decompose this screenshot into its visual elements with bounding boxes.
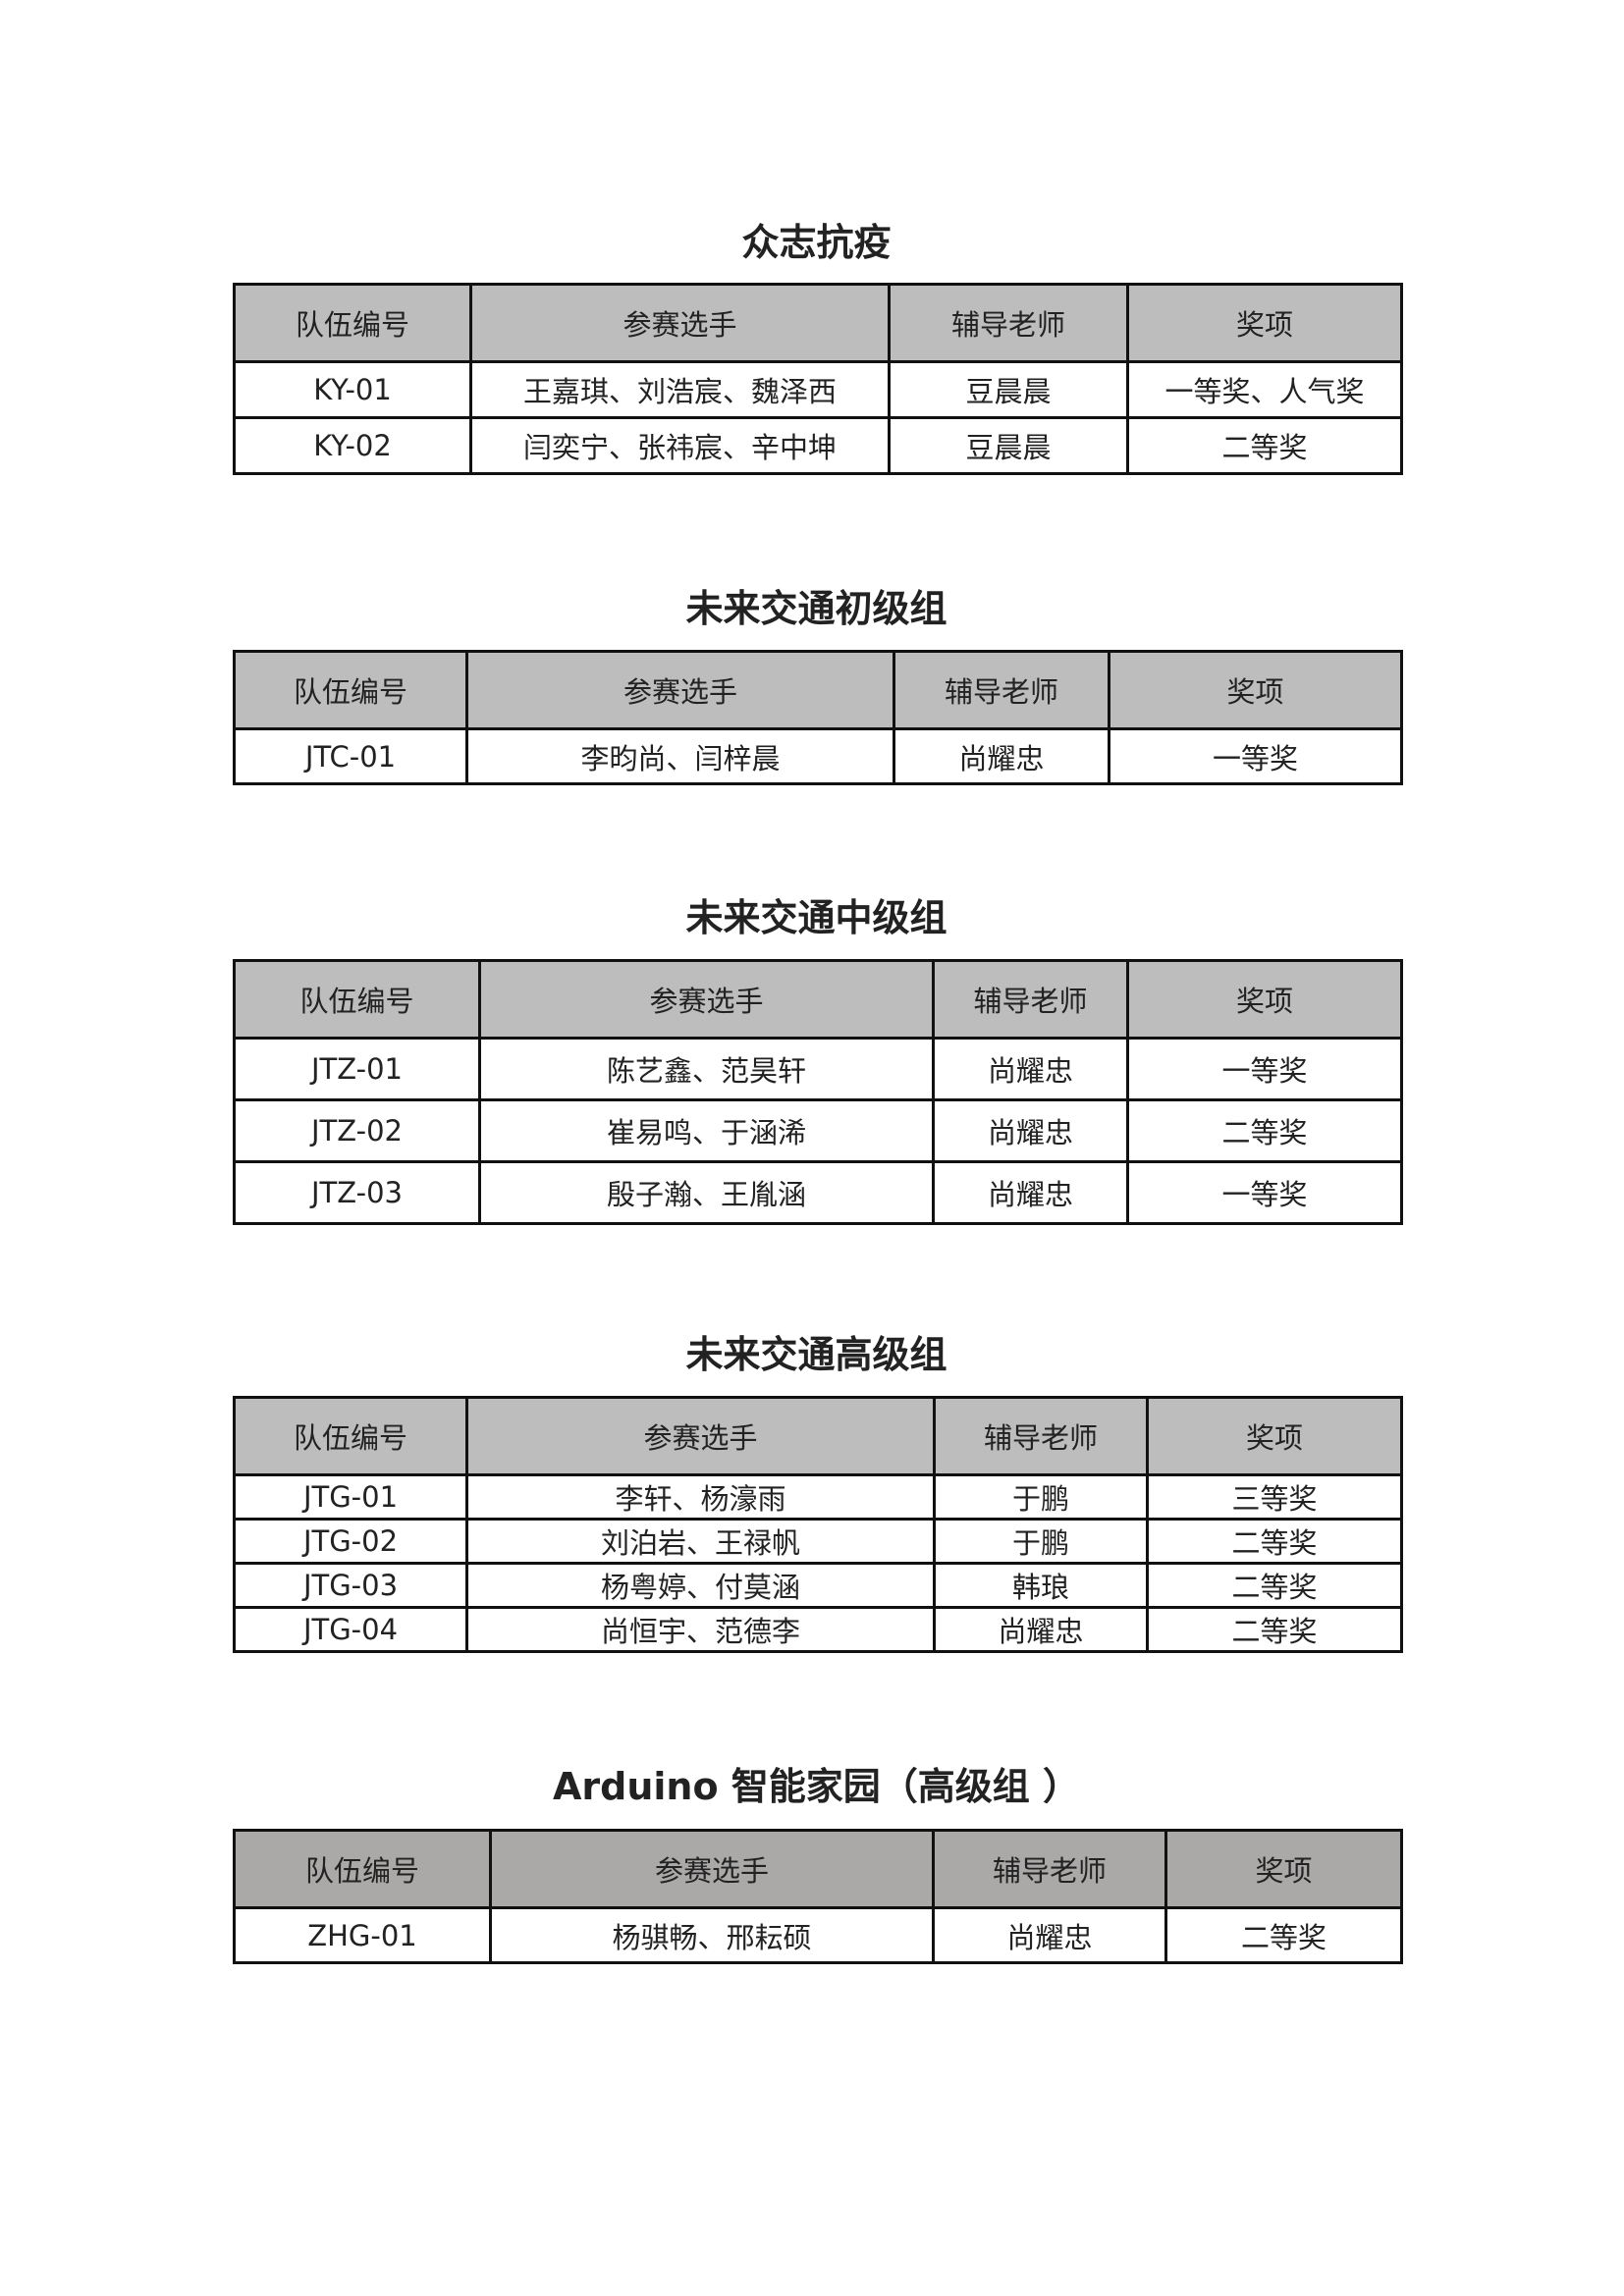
- column-header: 辅导老师: [893, 650, 1110, 730]
- instructor-cell: 韩琅: [933, 1562, 1149, 1609]
- award-cell: 二等奖: [1146, 1518, 1403, 1565]
- column-header: 辅导老师: [932, 959, 1129, 1040]
- instructor-cell: 尚耀忠: [932, 1160, 1129, 1225]
- table-row: JTC-01 李昀尚、闫梓晨 尚耀忠 一等奖: [233, 727, 1403, 785]
- participants-cell: 尚恒宇、范德李: [465, 1606, 936, 1653]
- award-table: 队伍编号 参赛选手 辅导老师 奖项 ZHG-01 杨骐畅、邢耘硕 尚耀忠 二等奖: [233, 1829, 1403, 1964]
- award-section: 众志抗疫 队伍编号 参赛选手 辅导老师 奖项 KY-01 王嘉琪、刘浩宸、魏泽西 豆晨晨 一等奖…: [233, 218, 1403, 475]
- team-id-cell: KY-02: [233, 416, 472, 475]
- section-title: 众志抗疫: [741, 221, 892, 264]
- participants-cell: 王嘉琪、刘浩宸、魏泽西: [469, 360, 891, 419]
- section-title: 未来交通初级组: [685, 587, 947, 630]
- award-table: 队伍编号 参赛选手 辅导老师 奖项 KY-01 王嘉琪、刘浩宸、魏泽西 豆晨晨 一等奖、人气奖…: [233, 283, 1403, 475]
- participants-cell: 崔易鸣、于涵浠: [478, 1098, 935, 1163]
- section-title: Arduino 智能家园（高级组 ）: [552, 1765, 1081, 1808]
- award-table: 队伍编号 参赛选手 辅导老师 奖项 JTC-01 李昀尚、闫梓晨 尚耀忠 一等奖: [233, 650, 1403, 785]
- column-header: 奖项: [1108, 650, 1403, 730]
- column-header: 奖项: [1126, 959, 1403, 1040]
- column-header: 队伍编号: [233, 1829, 492, 1909]
- participants-cell: 闫奕宁、张祎宸、辛中坤: [469, 416, 891, 475]
- table-row: JTZ-03 殷子瀚、王胤涵 尚耀忠 一等奖: [233, 1160, 1403, 1225]
- award-section: 未来交通初级组 队伍编号 参赛选手 辅导老师 奖项 JTC-01 李昀尚、闫梓晨 尚耀忠 一等奖: [233, 584, 1403, 785]
- table-row: JTG-01 李轩、杨濠雨 于鹏 三等奖: [233, 1473, 1403, 1521]
- team-id-cell: JTG-02: [233, 1518, 468, 1565]
- team-id-cell: ZHG-01: [233, 1906, 492, 1964]
- award-cell: 二等奖: [1146, 1606, 1403, 1653]
- instructor-cell: 尚耀忠: [933, 1606, 1149, 1653]
- instructor-cell: 尚耀忠: [932, 1906, 1167, 1964]
- award-section: Arduino 智能家园（高级组 ）队伍编号 参赛选手 辅导老师 奖项 ZHG-01 杨骐…: [233, 1762, 1403, 1964]
- instructor-cell: 尚耀忠: [932, 1098, 1129, 1163]
- award-cell: 二等奖: [1126, 416, 1403, 475]
- column-header: 参赛选手: [465, 650, 895, 730]
- award-cell: 三等奖: [1146, 1473, 1403, 1521]
- participants-cell: 刘泊岩、王禄帆: [465, 1518, 936, 1565]
- column-header: 队伍编号: [233, 1396, 468, 1476]
- table-row: KY-01 王嘉琪、刘浩宸、魏泽西 豆晨晨 一等奖、人气奖: [233, 360, 1403, 419]
- instructor-cell: 尚耀忠: [893, 727, 1110, 785]
- header-row: 队伍编号 参赛选手 辅导老师 奖项: [233, 1829, 1403, 1909]
- award-cell: 二等奖: [1146, 1562, 1403, 1609]
- instructor-cell: 尚耀忠: [932, 1037, 1129, 1101]
- table-row: ZHG-01 杨骐畅、邢耘硕 尚耀忠 二等奖: [233, 1906, 1403, 1964]
- team-id-cell: JTZ-01: [233, 1037, 481, 1101]
- award-cell: 二等奖: [1164, 1906, 1403, 1964]
- team-id-cell: JTG-04: [233, 1606, 468, 1653]
- instructor-cell: 于鹏: [933, 1518, 1149, 1565]
- column-header: 辅导老师: [932, 1829, 1167, 1909]
- column-header: 参赛选手: [478, 959, 935, 1040]
- team-id-cell: JTZ-03: [233, 1160, 481, 1225]
- team-id-cell: KY-01: [233, 360, 472, 419]
- header-row: 队伍编号 参赛选手 辅导老师 奖项: [233, 1396, 1403, 1476]
- table-row: JTG-02 刘泊岩、王禄帆 于鹏 二等奖: [233, 1518, 1403, 1565]
- award-table: 队伍编号 参赛选手 辅导老师 奖项 JTG-01 李轩、杨濠雨 于鹏 三等奖 JTG-02 刘泊岩…: [233, 1396, 1403, 1653]
- participants-cell: 杨骐畅、邢耘硕: [489, 1906, 935, 1964]
- award-table: 队伍编号 参赛选手 辅导老师 奖项 JTZ-01 陈艺鑫、范昊轩 尚耀忠 一等奖 JTZ-02 崔…: [233, 959, 1403, 1225]
- column-header: 参赛选手: [469, 283, 891, 363]
- award-cell: 一等奖: [1108, 727, 1403, 785]
- column-header: 奖项: [1164, 1829, 1403, 1909]
- participants-cell: 李轩、杨濠雨: [465, 1473, 936, 1521]
- table-row: JTZ-02 崔易鸣、于涵浠 尚耀忠 二等奖: [233, 1098, 1403, 1163]
- column-header: 队伍编号: [233, 283, 472, 363]
- header-row: 队伍编号 参赛选手 辅导老师 奖项: [233, 283, 1403, 363]
- table-row: JTG-04 尚恒宇、范德李 尚耀忠 二等奖: [233, 1606, 1403, 1653]
- instructor-cell: 豆晨晨: [888, 416, 1129, 475]
- column-header: 队伍编号: [233, 959, 481, 1040]
- participants-cell: 李昀尚、闫梓晨: [465, 727, 895, 785]
- column-header: 奖项: [1146, 1396, 1403, 1476]
- award-cell: 一等奖: [1126, 1160, 1403, 1225]
- instructor-cell: 豆晨晨: [888, 360, 1129, 419]
- participants-cell: 杨粤婷、付莫涵: [465, 1562, 936, 1609]
- team-id-cell: JTG-01: [233, 1473, 468, 1521]
- participants-cell: 殷子瀚、王胤涵: [478, 1160, 935, 1225]
- award-section: 未来交通高级组 队伍编号 参赛选手 辅导老师 奖项 JTG-01 李轩、杨濠雨 于鹏 三等奖 JT…: [233, 1330, 1403, 1653]
- column-header: 奖项: [1126, 283, 1403, 363]
- column-header: 辅导老师: [933, 1396, 1149, 1476]
- award-cell: 一等奖: [1126, 1037, 1403, 1101]
- award-cell: 一等奖、人气奖: [1126, 360, 1403, 419]
- column-header: 队伍编号: [233, 650, 468, 730]
- team-id-cell: JTG-03: [233, 1562, 468, 1609]
- section-title: 未来交通高级组: [685, 1333, 947, 1376]
- team-id-cell: JTZ-02: [233, 1098, 481, 1163]
- column-header: 参赛选手: [489, 1829, 935, 1909]
- table-row: JTG-03 杨粤婷、付莫涵 韩琅 二等奖: [233, 1562, 1403, 1609]
- column-header: 辅导老师: [888, 283, 1129, 363]
- table-row: JTZ-01 陈艺鑫、范昊轩 尚耀忠 一等奖: [233, 1037, 1403, 1101]
- header-row: 队伍编号 参赛选手 辅导老师 奖项: [233, 959, 1403, 1040]
- header-row: 队伍编号 参赛选手 辅导老师 奖项: [233, 650, 1403, 730]
- table-row: KY-02 闫奕宁、张祎宸、辛中坤 豆晨晨 二等奖: [233, 416, 1403, 475]
- team-id-cell: JTC-01: [233, 727, 468, 785]
- award-section: 未来交通中级组 队伍编号 参赛选手 辅导老师 奖项 JTZ-01 陈艺鑫、范昊轩 尚耀忠 一等奖…: [233, 893, 1403, 1225]
- award-cell: 二等奖: [1126, 1098, 1403, 1163]
- instructor-cell: 于鹏: [933, 1473, 1149, 1521]
- column-header: 参赛选手: [465, 1396, 936, 1476]
- participants-cell: 陈艺鑫、范昊轩: [478, 1037, 935, 1101]
- section-title: 未来交通中级组: [685, 896, 947, 939]
